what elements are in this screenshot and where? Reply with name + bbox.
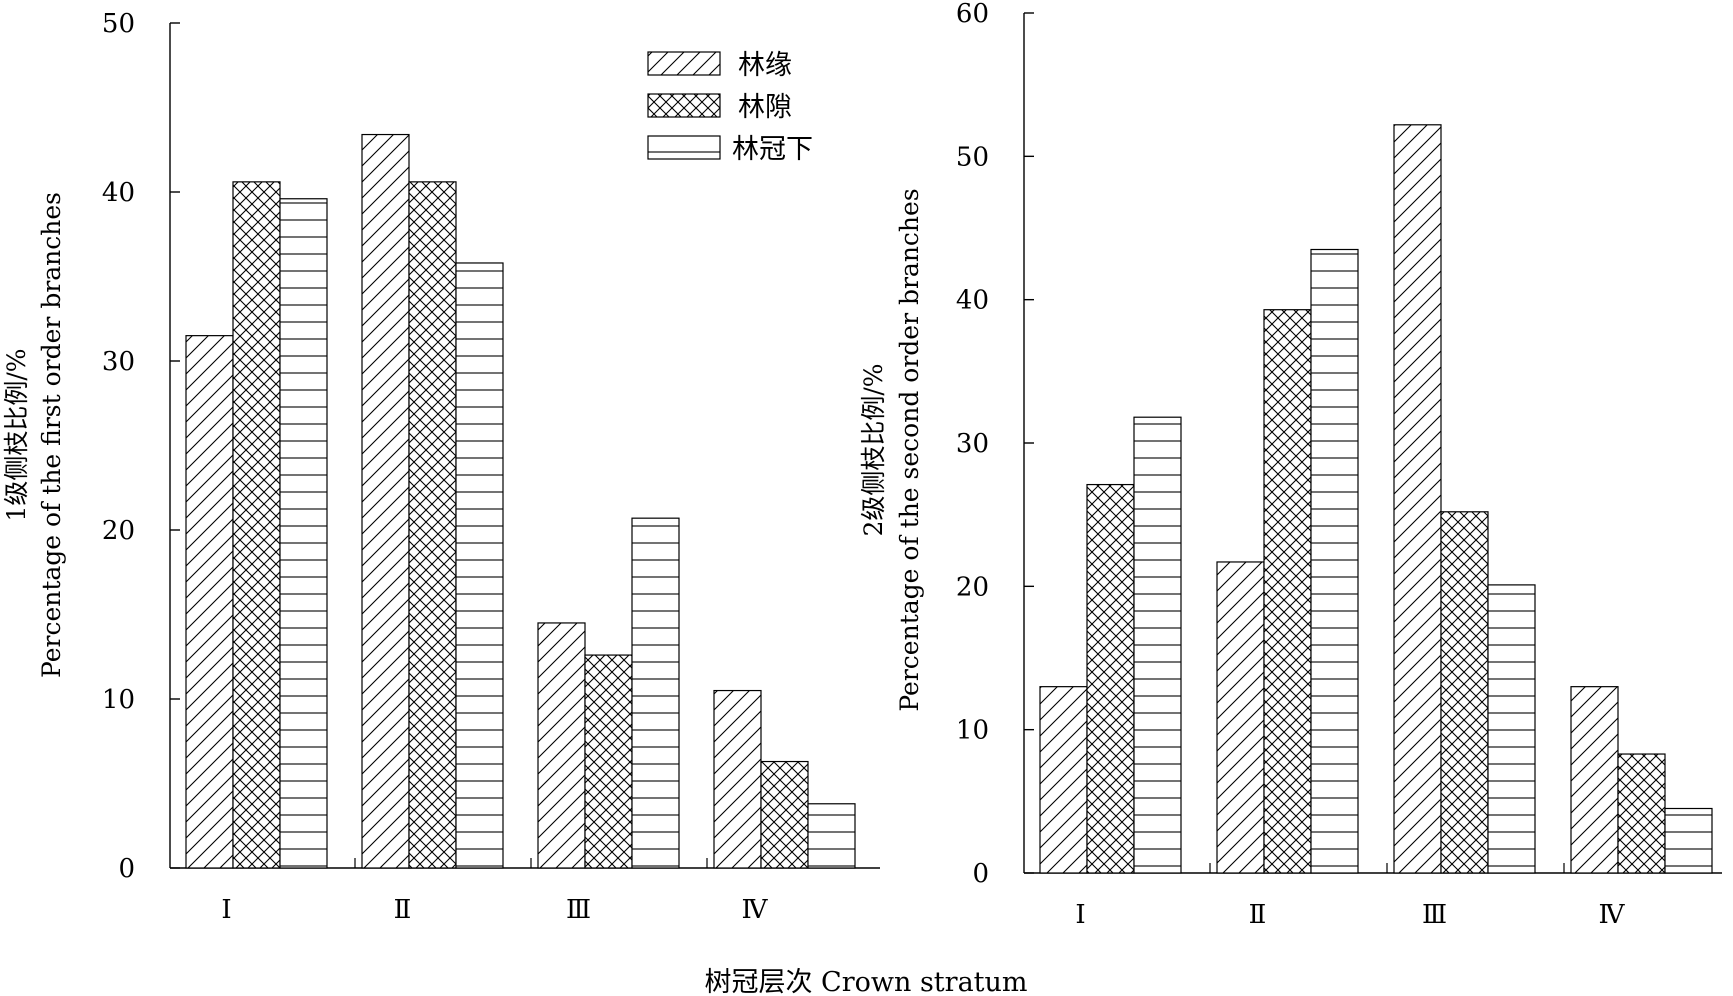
x-tick-label: Ⅲ	[1422, 900, 1447, 930]
y-tick-label: 30	[956, 429, 989, 459]
y-tick-label: 40	[102, 178, 135, 208]
bar-edge-1	[185, 335, 234, 869]
bar-edge-4	[1570, 686, 1619, 874]
legend-swatch-understory	[647, 135, 721, 160]
bar-understory-1	[1133, 416, 1182, 874]
chart-panel-second-order: 0 10 20 30 40 50 60 Ⅰ Ⅱ Ⅲ Ⅳ 2级侧枝比例/% Percentage of t…	[859, 0, 1722, 930]
legend-label-understory: 林冠下	[732, 134, 813, 165]
y-tick-label: 10	[102, 685, 135, 715]
y-axis-title-cn: 2级侧枝比例/%	[859, 363, 888, 536]
chart-panel-first-order: 0 10 20 30 40 50 Ⅰ Ⅱ Ⅲ Ⅳ 1级侧枝比例/% Percentage of the…	[2, 9, 880, 925]
y-axis-title-en: Percentage of the second order branches	[895, 188, 924, 711]
x-tick-label: Ⅳ	[1599, 900, 1626, 930]
x-axis-title: 树冠层次 Crown stratum	[704, 967, 1027, 996]
legend-swatch-gap	[647, 93, 721, 118]
bar-understory-1	[279, 198, 328, 869]
y-tick-label: 40	[956, 286, 989, 316]
y-tick-label: 20	[956, 572, 989, 602]
x-tick-label: Ⅰ	[1075, 900, 1085, 930]
y-axis-title-cn: 1级侧枝比例/%	[2, 348, 31, 521]
bar-gap-1	[232, 181, 281, 869]
bar-edge-1	[1039, 686, 1088, 874]
bar-understory-3	[1487, 584, 1536, 874]
bar-understory-4	[1664, 807, 1713, 874]
x-tick-label: Ⅳ	[742, 895, 769, 925]
y-tick-label: 0	[118, 854, 135, 884]
bar-gap-1	[1086, 483, 1135, 874]
bar-edge-2	[361, 133, 410, 869]
legend: 林缘 林隙 林冠下	[647, 50, 813, 165]
x-tick-label: Ⅱ	[1249, 900, 1267, 930]
y-tick-label: 30	[102, 347, 135, 377]
y-tick-label: 60	[956, 0, 989, 29]
bar-gap-4	[1617, 753, 1666, 874]
y-tick-label: 50	[956, 142, 989, 172]
x-tick-label: Ⅰ	[221, 895, 231, 925]
y-tick-label: 50	[102, 9, 135, 39]
legend-item-edge: 林缘	[647, 50, 792, 81]
bar-edge-2	[1216, 561, 1265, 874]
bar-gap-2	[408, 181, 457, 869]
bar-edge-4	[713, 689, 762, 869]
y-tick-label: 20	[102, 516, 135, 546]
bar-understory-2	[1310, 248, 1359, 874]
bar-edge-3	[537, 622, 586, 869]
bar-gap-2	[1263, 309, 1312, 874]
legend-label-gap: 林隙	[738, 92, 792, 123]
bar-understory-3	[631, 517, 680, 869]
legend-item-understory: 林冠下	[647, 134, 813, 165]
bar-understory-2	[455, 262, 504, 869]
legend-label-edge: 林缘	[738, 50, 792, 81]
y-axis-title-en: Percentage of the first order branches	[37, 192, 66, 678]
legend-item-gap: 林隙	[647, 92, 792, 123]
bar-understory-4	[807, 803, 856, 869]
legend-swatch-edge	[647, 51, 721, 76]
x-tick-label: Ⅲ	[566, 895, 591, 925]
bar-gap-4	[760, 760, 809, 869]
bar-gap-3	[1440, 511, 1489, 874]
x-tick-label: Ⅱ	[394, 895, 412, 925]
bar-gap-3	[584, 654, 633, 869]
y-tick-label: 0	[972, 859, 989, 889]
y-tick-label: 10	[956, 716, 989, 746]
bar-edge-3	[1393, 124, 1442, 874]
